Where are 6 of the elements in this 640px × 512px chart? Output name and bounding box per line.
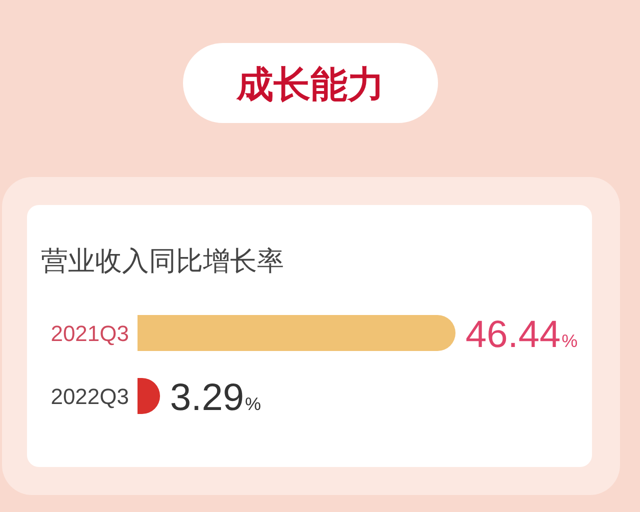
data-label: 46.44% — [466, 314, 578, 356]
title: 成长能力 — [236, 64, 384, 105]
data-label: 3.29% — [170, 377, 262, 419]
category-label: 2021Q3 — [50, 321, 129, 346]
subtitle: 营业收入同比增长率 — [41, 246, 284, 276]
category-label: 2022Q3 — [50, 384, 129, 409]
